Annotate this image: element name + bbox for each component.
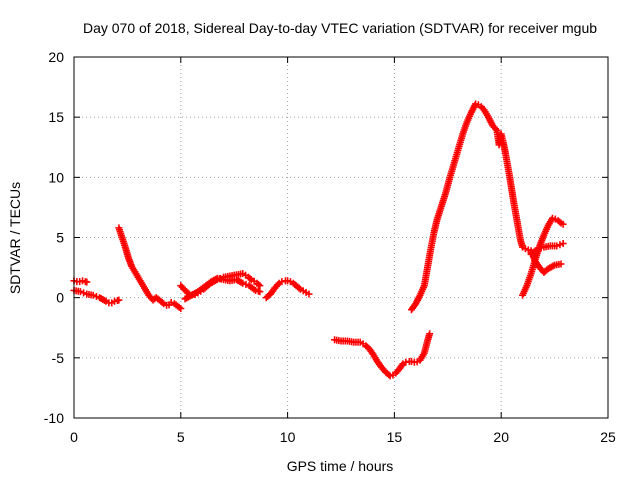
data-point — [559, 240, 567, 248]
x-tick-label: 10 — [280, 429, 296, 445]
data-point — [398, 361, 406, 369]
y-axis-label: SDTVAR / TECUs — [7, 182, 23, 294]
data-point — [80, 289, 88, 297]
x-tick-label: 0 — [70, 429, 78, 445]
data-point — [83, 278, 91, 286]
data-points — [70, 100, 567, 380]
data-point — [76, 288, 84, 296]
data-point — [402, 358, 410, 366]
data-point — [278, 278, 286, 286]
y-tick-label: 15 — [48, 109, 64, 125]
data-point — [115, 296, 123, 304]
data-point — [158, 298, 166, 306]
grid — [74, 57, 608, 418]
data-point — [92, 292, 100, 300]
data-point — [557, 260, 565, 268]
y-tick-label: 20 — [48, 49, 64, 65]
data-point — [256, 282, 264, 290]
data-point — [553, 242, 561, 250]
data-point — [89, 291, 97, 299]
data-point — [246, 274, 254, 282]
x-tick-label: 25 — [600, 429, 616, 445]
data-point — [556, 241, 564, 249]
y-tick-label: -10 — [44, 410, 64, 426]
x-axis-label: GPS time / hours — [287, 458, 394, 474]
y-tick-label: 5 — [56, 230, 64, 246]
y-tick-label: 10 — [48, 169, 64, 185]
data-point — [177, 304, 185, 312]
data-point — [530, 248, 538, 256]
x-tick-label: 5 — [177, 429, 185, 445]
x-tick-label: 20 — [493, 429, 509, 445]
data-point — [556, 218, 564, 226]
data-point — [559, 220, 567, 228]
x-tick-label: 15 — [387, 429, 403, 445]
axis-ticks: 0 5 10 15 20 25 -10 -5 0 5 10 15 20 — [44, 49, 616, 445]
chart-title: Day 070 of 2018, Sidereal Day-to-day VTE… — [83, 20, 597, 36]
data-point — [256, 288, 264, 296]
data-point — [295, 284, 303, 292]
data-point — [305, 290, 313, 298]
data-point — [254, 280, 262, 288]
y-tick-label: 0 — [56, 290, 64, 306]
data-point — [239, 279, 247, 287]
data-point — [426, 330, 434, 338]
data-point — [242, 280, 250, 288]
y-tick-label: -5 — [52, 350, 65, 366]
plot-frame — [73, 56, 609, 419]
data-point — [167, 298, 175, 306]
